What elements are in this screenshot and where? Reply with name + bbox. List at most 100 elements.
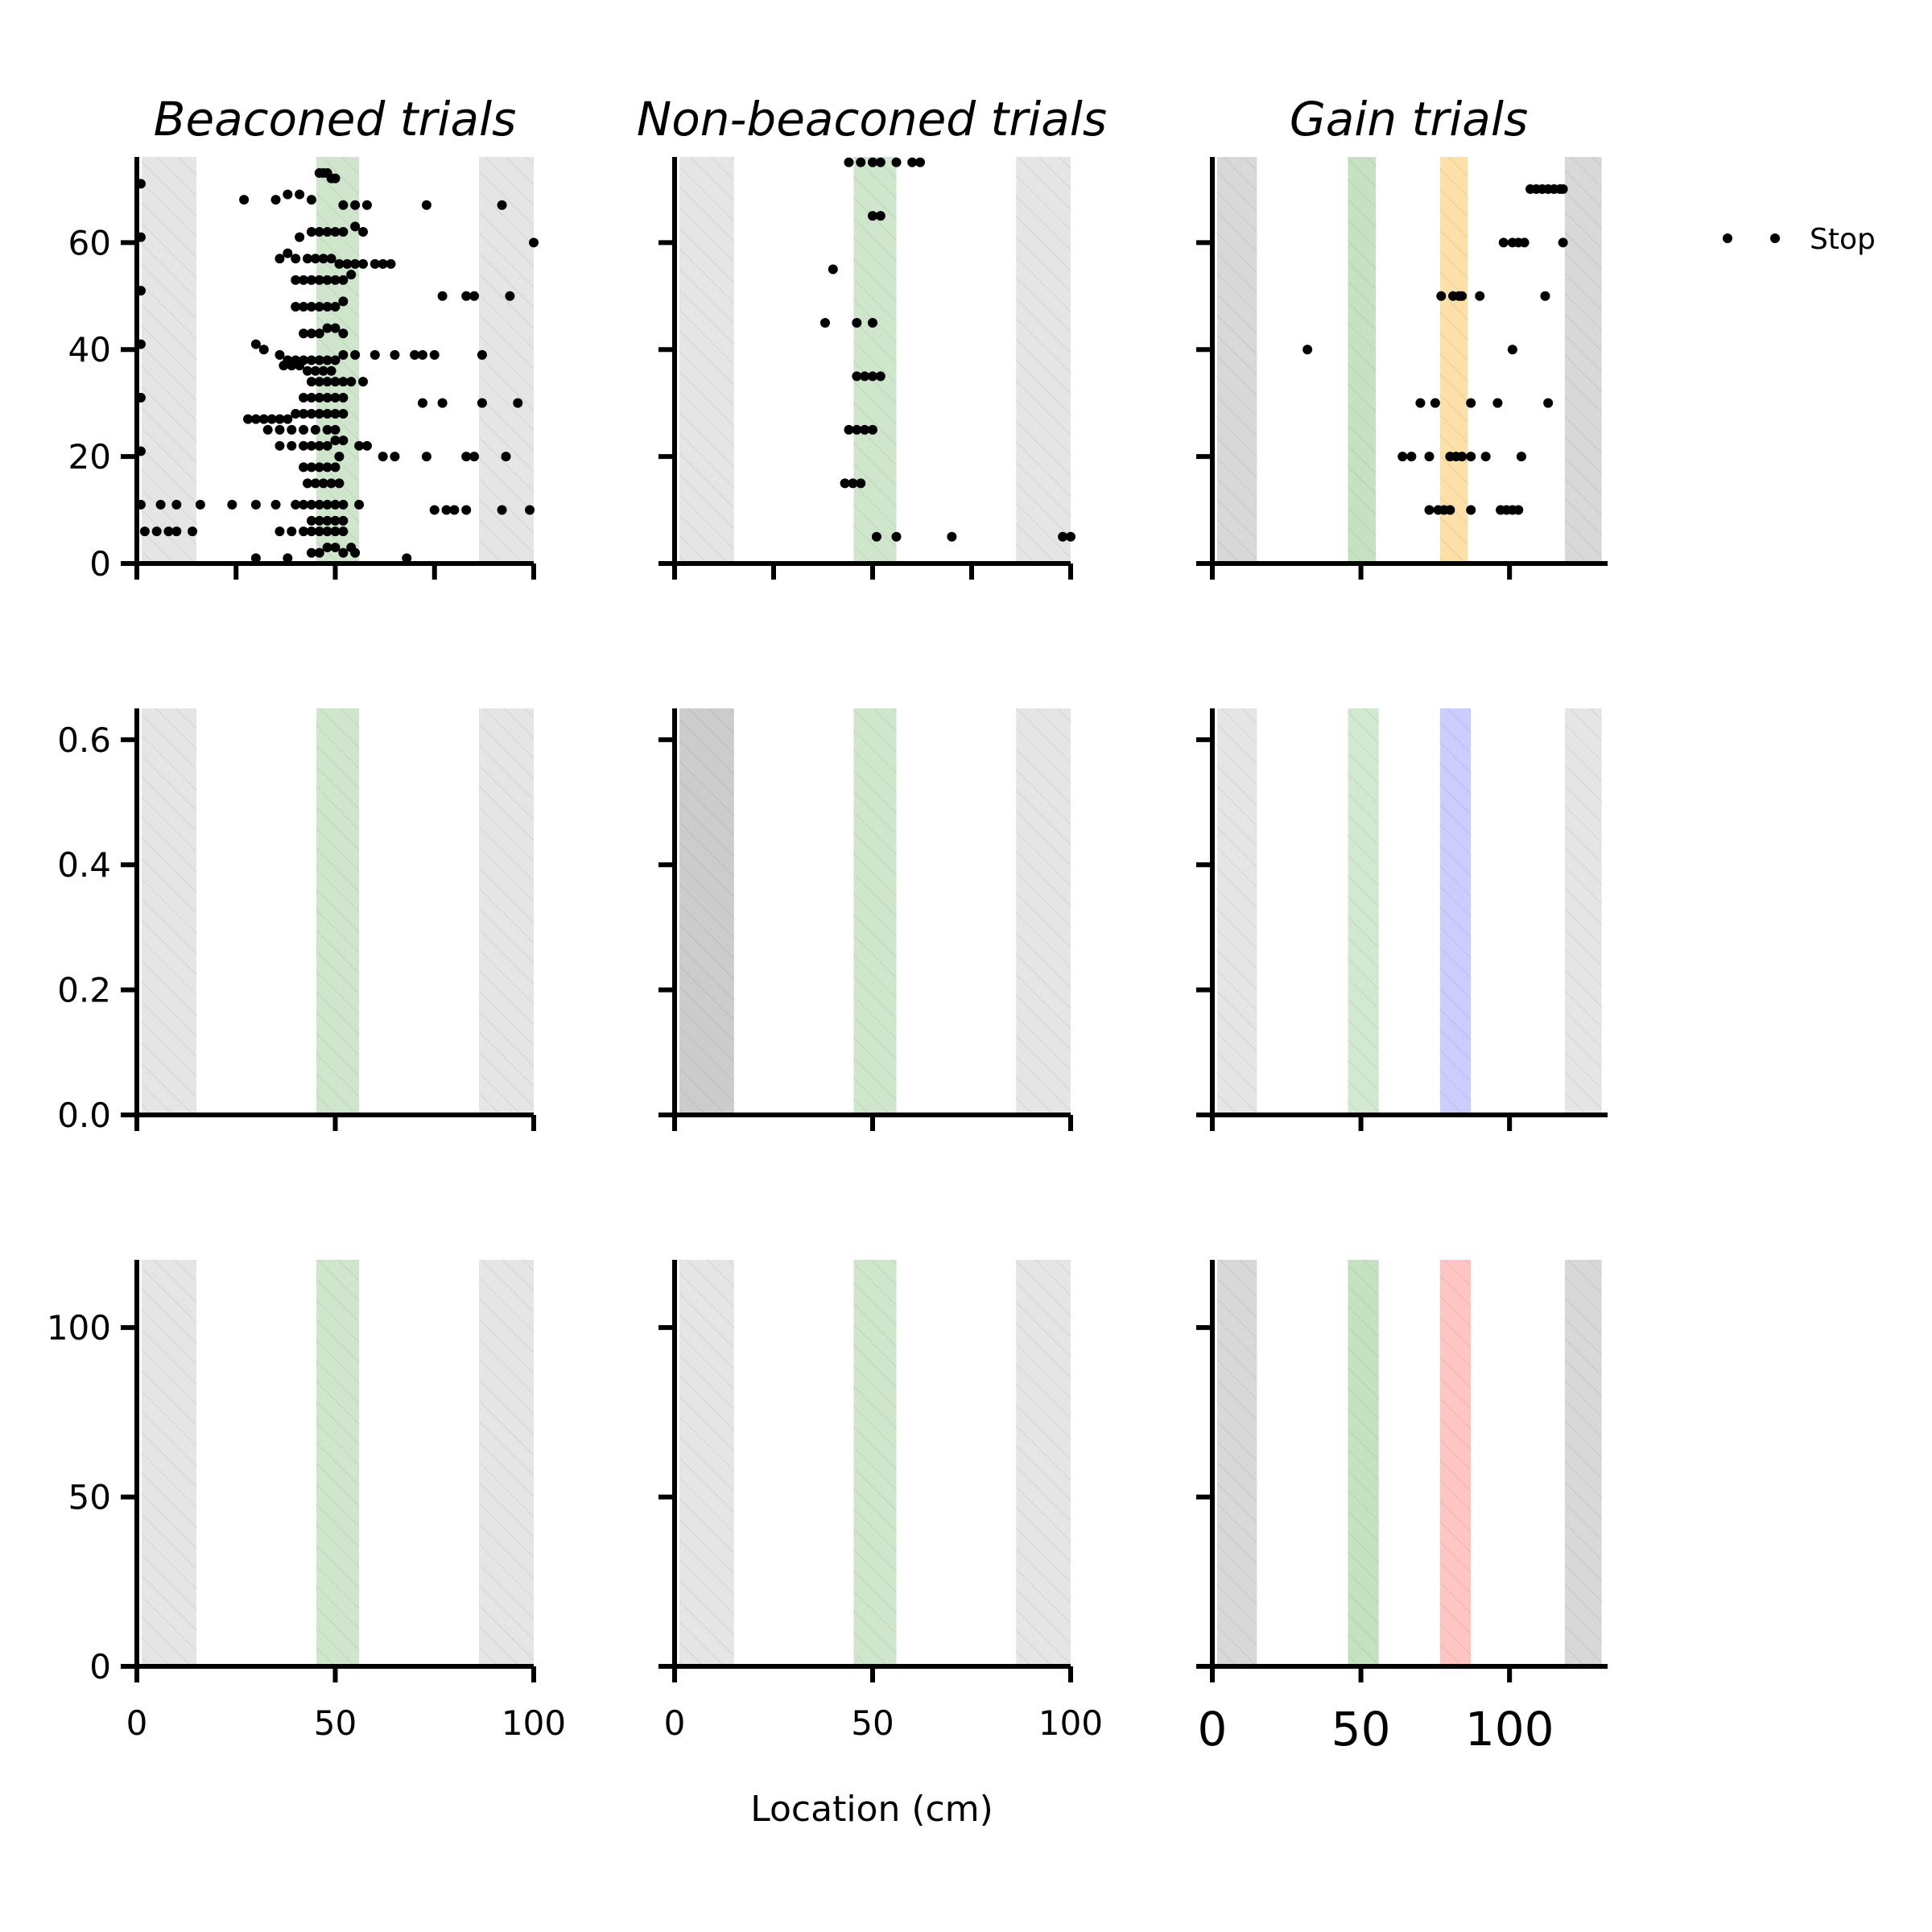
stop-point-beaconed-57 <box>299 275 309 285</box>
stop-point-nonbeaconed-4 <box>891 157 902 167</box>
zone-hatch-r2-c0-1 <box>316 1260 360 1666</box>
stop-point-gain-16 <box>1475 291 1485 301</box>
stop-point-nonbeaconed-18 <box>852 424 862 435</box>
stop-point-beaconed-64 <box>291 302 301 312</box>
stop-point-beaconed-106 <box>326 365 336 376</box>
stop-point-nonbeaconed-25 <box>891 531 902 542</box>
stop-point-beaconed-179 <box>441 505 452 515</box>
stop-point-beaconed-183 <box>525 505 535 515</box>
y-tick-label-r2-0: 0 <box>89 1647 111 1686</box>
stop-point-beaconed-185 <box>314 515 324 526</box>
stop-point-beaconed-9 <box>163 526 174 537</box>
stop-point-beaconed-153 <box>361 440 372 451</box>
stop-point-nonbeaconed-17 <box>844 424 854 435</box>
stop-point-beaconed-122 <box>477 398 487 408</box>
zone-hatch-r1-c1-2 <box>853 708 897 1115</box>
stop-point-beaconed-157 <box>322 462 332 473</box>
stop-point-beaconed-139 <box>287 424 297 435</box>
stop-point-beaconed-56 <box>291 275 301 285</box>
stop-point-beaconed-140 <box>299 424 309 435</box>
stop-point-gain-27 <box>1424 452 1435 462</box>
stop-point-beaconed-31 <box>361 200 372 210</box>
zone-hatch-r1-c2-0 <box>1217 708 1257 1115</box>
stop-point-beaconed-7 <box>139 526 150 537</box>
stop-point-nonbeaconed-23 <box>856 478 866 489</box>
stop-point-beaconed-173 <box>314 499 324 510</box>
stop-point-gain-37 <box>1445 505 1455 515</box>
stop-point-beaconed-174 <box>322 499 332 510</box>
zone-hatch-r1-c0-0 <box>142 708 196 1115</box>
zone-hatch-r2-c1-0 <box>679 1260 734 1666</box>
stop-point-gain-24 <box>1543 398 1554 408</box>
stop-point-beaconed-141 <box>310 424 320 435</box>
y-tick-label-r0-2: 40 <box>68 330 111 369</box>
stop-point-beaconed-196 <box>338 526 349 537</box>
stop-point-beaconed-143 <box>330 424 341 435</box>
stop-point-beaconed-104 <box>310 365 320 376</box>
stop-point-beaconed-175 <box>330 499 341 510</box>
stop-point-beaconed-171 <box>299 499 309 510</box>
legend-marker-right <box>1770 233 1780 243</box>
stop-point-gain-17 <box>1540 291 1550 301</box>
stop-point-beaconed-89 <box>314 355 324 365</box>
stop-point-nonbeaconed-22 <box>848 478 858 489</box>
stop-point-beaconed-63 <box>346 270 357 280</box>
stop-point-beaconed-105 <box>318 365 328 376</box>
stop-point-beaconed-142 <box>322 424 332 435</box>
stop-point-beaconed-138 <box>275 424 285 435</box>
stop-point-nonbeaconed-20 <box>868 424 877 435</box>
stop-point-beaconed-161 <box>390 452 400 462</box>
stop-point-nonbeaconed-7 <box>868 211 877 221</box>
stop-point-beaconed-70 <box>338 296 349 307</box>
stop-point-beaconed-107 <box>306 377 316 387</box>
stop-point-beaconed-188 <box>338 515 349 526</box>
stop-point-beaconed-55 <box>386 258 396 269</box>
zone-hatch-r0-c2-2 <box>1439 157 1468 564</box>
stop-point-beaconed-202 <box>330 543 341 553</box>
stop-point-beaconed-190 <box>287 526 297 537</box>
stop-point-beaconed-200 <box>314 547 324 558</box>
x-axis-label: Location (cm) <box>750 1789 993 1830</box>
stop-point-beaconed-115 <box>306 393 316 403</box>
stop-point-beaconed-60 <box>322 275 332 285</box>
stop-point-beaconed-44 <box>291 254 301 264</box>
stop-point-beaconed-169 <box>326 478 336 489</box>
y-tick-label-r0-3: 60 <box>68 223 111 262</box>
stop-point-beaconed-20 <box>270 195 281 205</box>
stop-point-beaconed-47 <box>318 254 328 264</box>
stop-point-beaconed-206 <box>402 553 412 564</box>
stop-point-beaconed-98 <box>429 349 440 360</box>
stop-point-beaconed-198 <box>283 553 293 564</box>
stop-point-beaconed-121 <box>437 398 448 408</box>
stop-point-beaconed-111 <box>338 377 349 387</box>
stop-point-beaconed-151 <box>338 436 349 446</box>
stop-point-nonbeaconed-14 <box>860 371 870 382</box>
zone-hatch-r0-c0-2 <box>479 157 534 564</box>
stop-point-beaconed-203 <box>338 547 349 558</box>
stop-point-nonbeaconed-12 <box>868 317 877 328</box>
legend-label-stop: Stop <box>1810 223 1876 256</box>
stop-point-beaconed-101 <box>287 361 297 371</box>
stop-point-beaconed-113 <box>358 377 369 387</box>
stop-point-beaconed-181 <box>461 505 472 515</box>
title-gain: Gain trials <box>1290 92 1528 147</box>
stop-point-beaconed-195 <box>330 526 341 537</box>
y-tick-label-r0-1: 20 <box>68 437 111 477</box>
zone-hatch-r2-c1-1 <box>853 1260 897 1666</box>
stop-point-gain-30 <box>1457 452 1468 462</box>
stop-point-beaconed-119 <box>338 393 349 403</box>
stop-point-beaconed-67 <box>314 302 324 312</box>
stop-point-beaconed-93 <box>350 349 361 360</box>
stop-point-beaconed-172 <box>306 499 316 510</box>
stop-point-beaconed-15 <box>227 499 237 510</box>
stop-point-beaconed-81 <box>338 328 349 339</box>
zone-hatch-r2-c2-1 <box>1348 1260 1379 1666</box>
stop-point-beaconed-137 <box>262 424 273 435</box>
stop-point-beaconed-144 <box>275 440 285 451</box>
stop-point-beaconed-75 <box>529 237 539 248</box>
stop-point-beaconed-79 <box>322 323 332 333</box>
stop-point-beaconed-116 <box>314 393 324 403</box>
stop-point-beaconed-16 <box>250 499 261 510</box>
stop-point-beaconed-145 <box>287 440 297 451</box>
